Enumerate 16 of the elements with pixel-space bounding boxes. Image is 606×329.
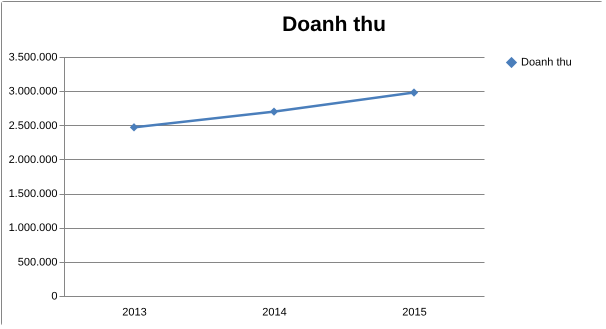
y-tick-label: 1.000.000: [8, 222, 58, 234]
y-tick-label: 500.000: [18, 256, 58, 268]
y-tick-label: 0: [51, 290, 58, 302]
point: [410, 88, 418, 97]
x-tick-label: 2014: [262, 306, 287, 318]
y-tick-label: 2.500.000: [8, 120, 58, 132]
legend-label: Doanh thu: [521, 56, 572, 68]
y-tick-label: 2.000.000: [8, 154, 58, 166]
chart-title: Doanh thu: [282, 13, 386, 36]
point: [130, 123, 138, 132]
y-tick-label: 3.000.000: [8, 86, 58, 98]
x-tick-label: 2013: [122, 306, 147, 318]
point: [270, 107, 278, 116]
x-tick-label: 2015: [402, 306, 427, 318]
y-tick-label: 3.500.000: [8, 52, 58, 64]
y-tick-label: 1.500.000: [8, 188, 58, 200]
